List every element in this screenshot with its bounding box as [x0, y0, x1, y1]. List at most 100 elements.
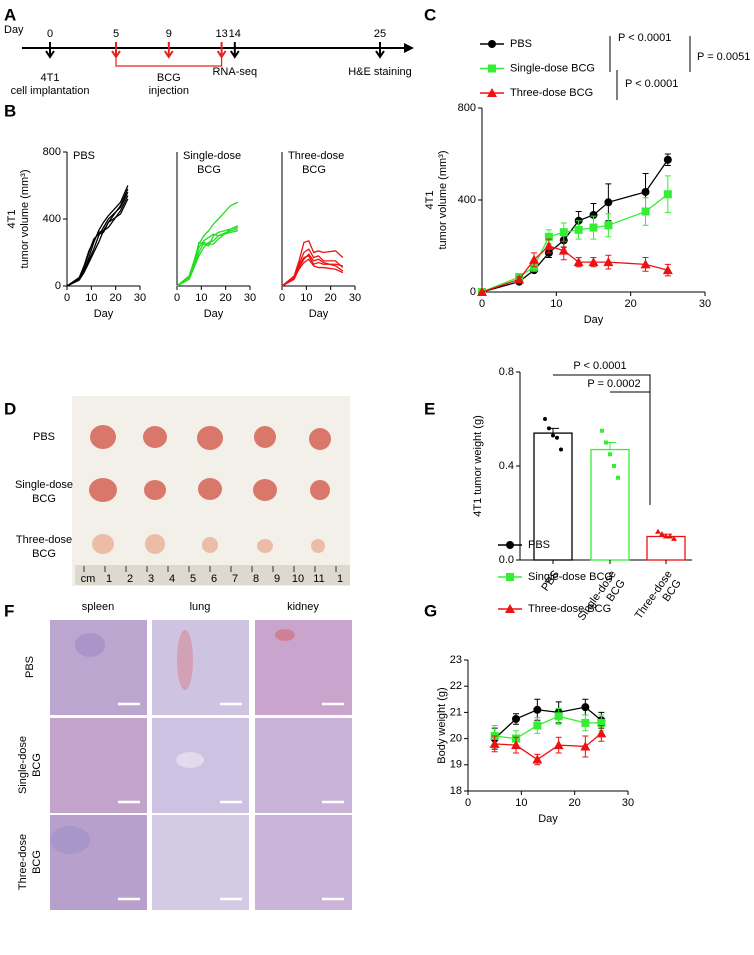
x-axis-label: Day: [309, 308, 329, 320]
day-label: 14: [229, 28, 241, 40]
panel-label: D: [4, 399, 16, 418]
x-tick-label: 0: [465, 797, 471, 809]
ruler-label: 7: [232, 573, 238, 585]
marker: [616, 475, 620, 480]
marker: [655, 528, 661, 534]
panel-label: A: [4, 5, 16, 24]
marker: [529, 254, 540, 264]
ruler-label: 6: [211, 573, 217, 585]
tumors: [89, 425, 331, 502]
legend-marker: [506, 541, 514, 549]
marker: [603, 257, 614, 267]
marker: [544, 232, 553, 241]
arrowhead: [404, 43, 414, 53]
marker: [554, 712, 563, 721]
event-label: H&E staining: [348, 66, 412, 78]
p-value: P < 0.0001: [625, 78, 678, 90]
marker: [543, 417, 547, 421]
marker: [641, 207, 650, 216]
x-tick-label: 20: [220, 292, 232, 304]
day-arrow: [45, 42, 55, 59]
y-tick-label: 800: [458, 102, 476, 114]
marker: [662, 265, 673, 275]
y-tick-label: 20: [450, 733, 462, 745]
y-axis-label: tumor volume (mm³): [437, 150, 449, 249]
x-axis-label: Day: [94, 308, 114, 320]
day-label: 9: [166, 28, 172, 40]
y-tick-label: 23: [450, 654, 462, 666]
chart-title: Single-dose: [183, 150, 241, 162]
series-line: [281, 239, 344, 287]
x-tick-label: 30: [699, 298, 711, 310]
marker: [559, 447, 563, 452]
legend-marker: [506, 573, 514, 581]
marker: [511, 740, 521, 750]
marker: [533, 721, 542, 730]
marker: [512, 714, 520, 723]
ruler-label: 1: [337, 573, 343, 585]
marker: [663, 533, 669, 539]
legend-label: PBS: [528, 539, 550, 551]
series-line: [66, 191, 129, 287]
chart-title: PBS: [73, 150, 95, 162]
marker: [659, 531, 665, 537]
marker: [612, 464, 616, 468]
tumor-photo: [72, 396, 350, 586]
day-arrow: [111, 42, 121, 59]
ruler-label: 10: [292, 573, 304, 585]
day-label: 0: [47, 28, 53, 40]
marker: [641, 187, 650, 196]
series-line: [281, 253, 344, 287]
day-arrow: [216, 42, 227, 59]
marker: [597, 718, 606, 727]
y-tick-label: 18: [450, 785, 462, 797]
x-tick-label: 20: [325, 292, 337, 304]
y-tick-label: 19: [450, 759, 462, 771]
p-value: P < 0.0001: [618, 32, 671, 44]
y-tick-label: 400: [43, 213, 61, 225]
series-line: [176, 226, 238, 287]
x-tick-label: 20: [569, 797, 581, 809]
marker: [543, 241, 554, 250]
bar: [590, 448, 630, 561]
ruler-label: 4: [169, 573, 175, 585]
p-value: P < 0.0001: [573, 360, 626, 372]
series-line: [281, 255, 343, 287]
x-tick-label: 30: [134, 292, 146, 304]
marker: [558, 245, 569, 255]
y-tick-label: 0: [55, 280, 61, 292]
marker: [589, 223, 598, 232]
bar: [646, 535, 686, 561]
axis-label: Day: [4, 24, 24, 36]
marker: [608, 452, 612, 457]
x-tick-label: 10: [85, 292, 97, 304]
row-label: Three-dose: [16, 534, 72, 546]
marker: [663, 155, 672, 164]
day-label: 5: [113, 28, 119, 40]
x-tick-label: 10: [515, 797, 527, 809]
marker: [604, 198, 613, 207]
series-line: [176, 225, 239, 287]
marker: [667, 533, 673, 539]
legend-label: PBS: [510, 38, 532, 50]
column-label: spleen: [82, 601, 114, 613]
legend-label: Single-dose BCG: [510, 62, 595, 74]
x-tick-label: 20: [625, 298, 637, 310]
marker: [596, 728, 607, 738]
injection-bracket: [115, 58, 223, 67]
x-tick-label: 30: [349, 292, 361, 304]
x-tick-label: 0: [479, 298, 485, 310]
marker: [551, 433, 555, 438]
marker: [477, 287, 487, 296]
series-line: [494, 732, 602, 761]
row-label: BCG: [31, 753, 43, 777]
chart-title: BCG: [197, 164, 221, 176]
y-axis-label: 4T1 tumor weight (g): [472, 415, 484, 516]
marker: [604, 221, 613, 230]
x-tick-label: 10: [550, 298, 562, 310]
x-tick-label: 0: [64, 292, 70, 304]
series-line: [281, 258, 344, 287]
day-label: 13: [215, 28, 227, 40]
panel-label: B: [4, 101, 16, 120]
